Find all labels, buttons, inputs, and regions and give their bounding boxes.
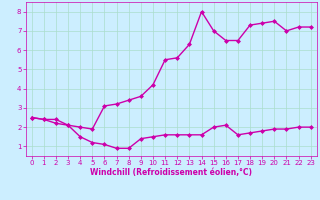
X-axis label: Windchill (Refroidissement éolien,°C): Windchill (Refroidissement éolien,°C) [90,168,252,177]
